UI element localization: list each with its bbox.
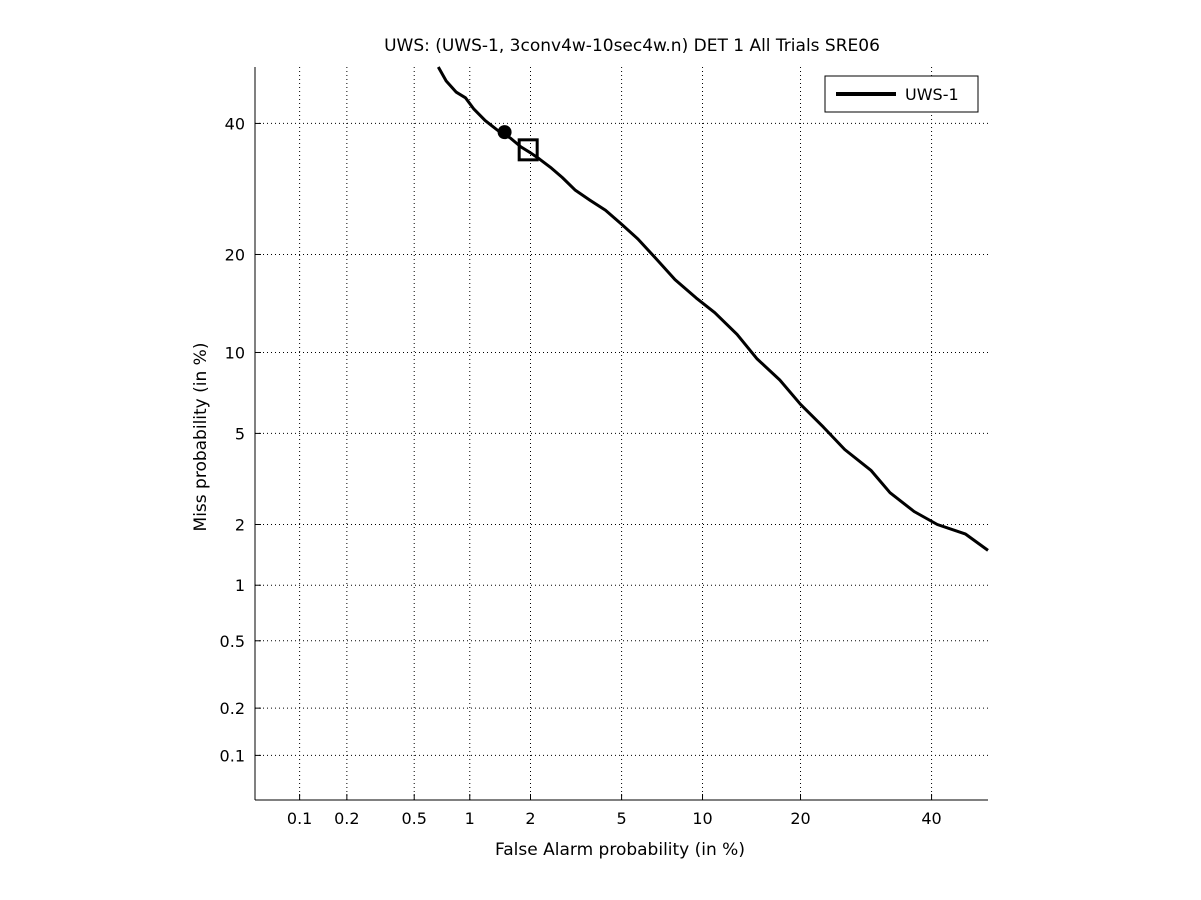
- marker-group: [497, 125, 539, 162]
- y-tick-label-10: 10: [225, 343, 245, 362]
- x-tick-label-0-5: 0.5: [401, 809, 426, 828]
- legend: UWS-1: [824, 75, 979, 113]
- x-tick-label-0-2: 0.2: [334, 809, 359, 828]
- plot-area: [254, 66, 989, 801]
- y-tick-label-2: 2: [235, 515, 245, 534]
- x-tick-label-20: 20: [790, 809, 810, 828]
- actual-dcf-square-marker: [517, 138, 539, 162]
- series-group: [436, 66, 989, 552]
- min-dcf-circle-marker: [497, 125, 512, 140]
- x-tick-label-2: 2: [525, 809, 535, 828]
- x-tick-label-40: 40: [921, 809, 941, 828]
- y-tick-label-0-2: 0.2: [220, 699, 245, 718]
- x-tick-label-5: 5: [616, 809, 626, 828]
- legend-entry-uws-1: UWS-1: [905, 85, 959, 104]
- x-axis-label: False Alarm probability (in %): [495, 840, 745, 860]
- y-tick-label-0-1: 0.1: [220, 746, 245, 765]
- x-tick-marks: [299, 794, 933, 800]
- x-tick-labels: 0.1 0.2 0.5 1 2 5 10 20 40: [287, 809, 942, 828]
- y-tick-label-0-5: 0.5: [220, 632, 245, 651]
- y-tick-label-20: 20: [225, 245, 245, 264]
- y-tick-label-5: 5: [235, 424, 245, 443]
- y-tick-label-40: 40: [225, 114, 245, 133]
- y-axis-label: Miss probability (in %): [191, 343, 211, 532]
- x-tick-label-1: 1: [465, 809, 475, 828]
- x-tick-label-0-1: 0.1: [287, 809, 312, 828]
- y-tick-label-1: 1: [235, 576, 245, 595]
- y-tick-marks: [255, 122, 261, 756]
- chart-title: UWS: (UWS-1, 3conv4w-10sec4w.n) DET 1 Al…: [384, 36, 880, 56]
- x-tick-label-10: 10: [692, 809, 712, 828]
- y-tick-labels: 0.1 0.2 0.5 1 2 5 10 20 40: [220, 114, 245, 765]
- series-line-uws-1: [436, 66, 989, 552]
